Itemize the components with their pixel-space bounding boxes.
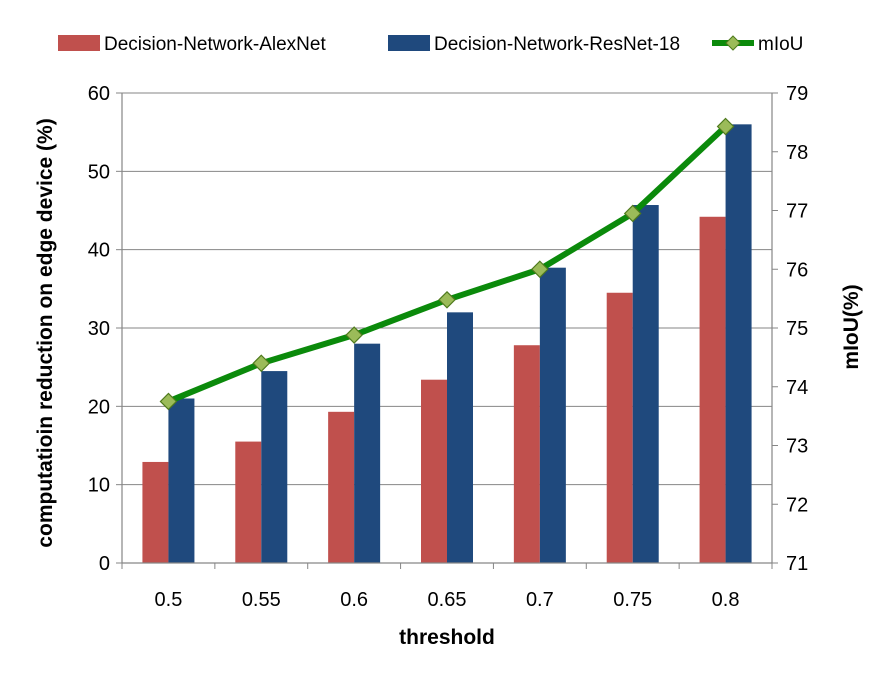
bar-resnet18: [447, 312, 473, 563]
bar-resnet18: [261, 371, 288, 563]
bar-alexnet: [235, 441, 262, 563]
y-tick-label: 20: [88, 396, 110, 418]
y-tick-label: 50: [88, 161, 110, 183]
y2-tick-label: 71: [786, 553, 808, 575]
tick-labels: 0 10 20 30 40 50 60 71 72 73 74 75 76 77 78 79 0.5 0.55 0.…: [88, 83, 809, 611]
legend-swatch: [58, 35, 100, 51]
y2-tick-label: 79: [786, 83, 808, 105]
y2-tick-label: 78: [786, 142, 808, 164]
bar-resnet18: [168, 398, 195, 563]
legend-label: Decision-Network-ResNet-18: [434, 34, 680, 55]
y2-axis-title: mIoU(%): [840, 284, 863, 369]
y2-tick-label: 73: [786, 436, 808, 458]
bars: [142, 124, 752, 563]
miou-point: [716, 117, 735, 136]
axes: [116, 92, 778, 569]
y2-tick-label: 74: [786, 377, 808, 399]
y-axis-title: computatioin reduction on edge device (%…: [34, 118, 57, 547]
miou-line-series: [159, 117, 735, 411]
bar-alexnet: [513, 345, 540, 563]
y-tick-label: 0: [99, 553, 110, 575]
y-tick-label: 40: [88, 240, 110, 262]
x-tick-label: 0.7: [526, 589, 554, 611]
legend-marker: [725, 35, 741, 51]
miou-point: [345, 326, 363, 344]
x-tick-label: 0.6: [340, 589, 368, 611]
x-tick-label: 0.55: [242, 589, 281, 611]
x-tick-label: 0.8: [712, 589, 740, 611]
bar-resnet18: [632, 205, 659, 563]
bar-alexnet: [699, 216, 726, 563]
legend-label: Decision-Network-AlexNet: [104, 34, 326, 55]
legend-label: mIoU: [758, 34, 803, 55]
legend-item: mIoU: [712, 34, 803, 55]
x-tick-label: 0.65: [428, 589, 467, 611]
y2-tick-label: 75: [786, 318, 808, 340]
miou-point: [252, 354, 271, 373]
y-tick-label: 60: [88, 83, 110, 105]
x-tick-label: 0.5: [155, 589, 183, 611]
bar-resnet18: [354, 343, 381, 563]
y-tick-label: 30: [88, 318, 110, 340]
legend-swatch: [388, 35, 430, 51]
bar-resnet18: [539, 267, 566, 563]
y-tick-label: 10: [88, 475, 110, 497]
legend: Decision-Network-AlexNet Decision-Network…: [58, 34, 803, 55]
miou-point: [159, 392, 178, 411]
bar-resnet18: [725, 124, 752, 563]
x-axis-title: threshold: [399, 626, 495, 649]
bar-alexnet: [421, 379, 447, 563]
y2-tick-label: 72: [786, 494, 808, 516]
bar-alexnet: [142, 461, 169, 563]
legend-item: Decision-Network-ResNet-18: [388, 34, 680, 55]
x-tick-label: 0.75: [613, 589, 652, 611]
bar-alexnet: [328, 411, 355, 563]
miou-point: [623, 204, 642, 223]
y2-tick-label: 77: [786, 201, 808, 223]
miou-point: [438, 290, 456, 309]
legend-item: Decision-Network-AlexNet: [58, 34, 326, 55]
miou-point: [531, 260, 549, 279]
bar-alexnet: [606, 292, 633, 563]
y2-tick-label: 76: [786, 259, 808, 281]
